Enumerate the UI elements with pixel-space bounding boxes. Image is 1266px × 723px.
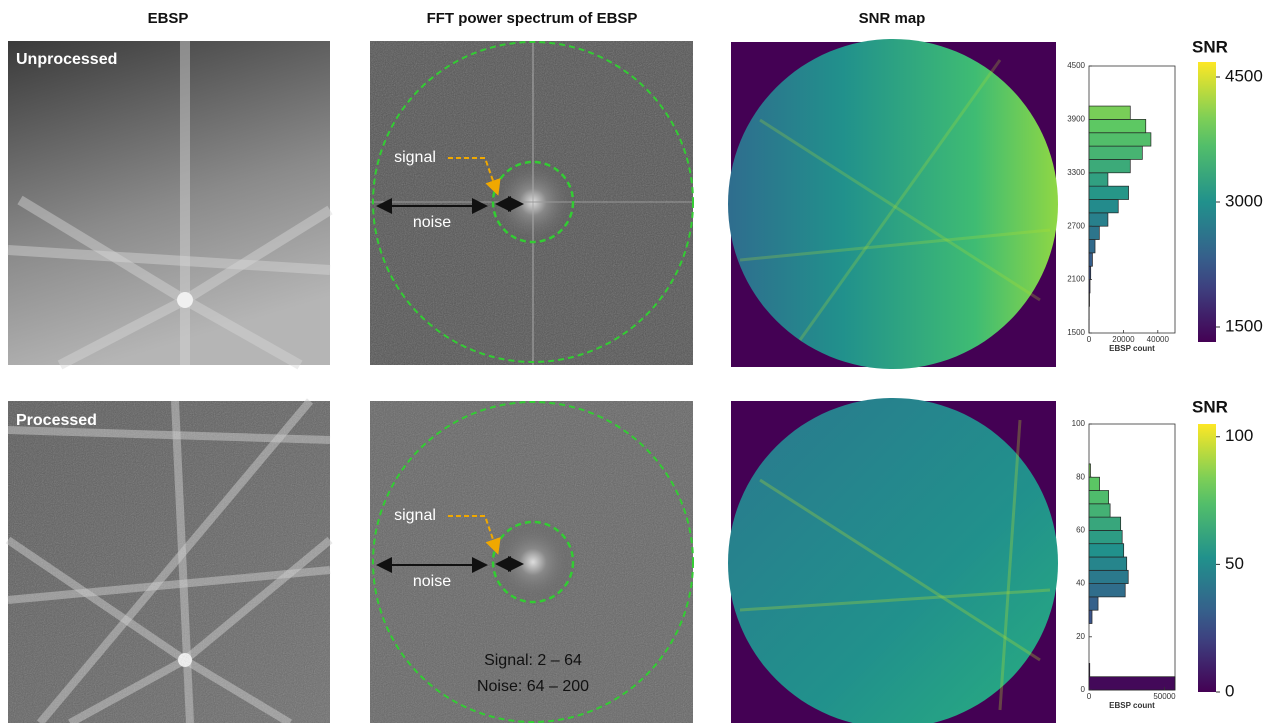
bar (1089, 663, 1090, 676)
bar (1089, 464, 1091, 477)
bar (1089, 200, 1118, 213)
bar (1089, 213, 1108, 226)
bar (1089, 266, 1091, 279)
y-tick-label: 3300 (1067, 168, 1085, 177)
bar (1089, 240, 1095, 253)
colorbar-tick-label: 0 (1225, 681, 1234, 700)
bar (1089, 293, 1090, 306)
bar (1089, 530, 1122, 543)
noise-label: noise (413, 214, 451, 231)
bar (1089, 280, 1090, 293)
colorbar-tick-label: 50 (1225, 554, 1244, 573)
y-tick-label: 40 (1076, 579, 1085, 588)
colorbar-tick-label: 100 (1225, 426, 1253, 445)
x-axis-label: EBSP count (1109, 344, 1155, 353)
row-label: Unprocessed (16, 51, 117, 68)
fft-note: Signal: 2 – 64 (484, 652, 582, 669)
bar (1089, 491, 1109, 504)
x-tick-label: 20000 (1112, 335, 1135, 344)
bar (1089, 610, 1092, 623)
y-tick-label: 3900 (1067, 115, 1085, 124)
bar (1089, 477, 1100, 490)
x-axis-label: EBSP count (1109, 701, 1155, 710)
bar (1089, 253, 1092, 266)
snr-map (728, 398, 1058, 723)
colorbar (1198, 424, 1216, 692)
signal-label: signal (394, 149, 436, 166)
noise-label: noise (413, 573, 451, 590)
fft-image: signal noise (370, 41, 693, 365)
bar (1089, 186, 1129, 199)
bar (1089, 677, 1175, 690)
column-title: FFT power spectrum of EBSP (427, 10, 638, 27)
fft-image: signal noise Signal: 2 – 64 Noise: 64 – … (370, 401, 693, 723)
column-title: EBSP (148, 10, 189, 27)
x-tick-label: 0 (1087, 692, 1092, 701)
y-tick-label: 80 (1076, 472, 1085, 481)
colorbar-title: SNR (1192, 397, 1228, 416)
bar (1089, 133, 1151, 146)
bar (1089, 159, 1130, 172)
bar (1089, 226, 1099, 239)
bar (1089, 119, 1146, 132)
y-tick-label: 0 (1081, 685, 1086, 694)
y-tick-label: 2700 (1067, 221, 1085, 230)
fft-note: Noise: 64 – 200 (477, 678, 589, 695)
y-tick-label: 20 (1076, 632, 1085, 641)
ebsp-image: Unprocessed (8, 41, 330, 365)
colorbar-tick-label: 4500 (1225, 66, 1263, 85)
y-tick-label: 4500 (1067, 61, 1085, 70)
y-tick-label: 60 (1076, 526, 1085, 535)
column-title: SNR map (859, 10, 926, 27)
y-tick-label: 100 (1072, 419, 1086, 428)
colorbar-title: SNR (1192, 37, 1228, 56)
x-tick-label: 40000 (1147, 335, 1170, 344)
bar (1089, 146, 1142, 159)
bar (1089, 517, 1121, 530)
y-tick-label: 1500 (1067, 328, 1085, 337)
ebsp-image: Processed (8, 401, 330, 723)
snr-map (728, 39, 1058, 369)
x-tick-label: 0 (1087, 335, 1092, 344)
row-label: Processed (16, 412, 97, 429)
colorbar-tick-label: 3000 (1225, 191, 1263, 210)
bar (1089, 597, 1098, 610)
bar (1089, 584, 1125, 597)
bar (1089, 544, 1124, 557)
bar (1089, 173, 1108, 186)
y-tick-label: 2100 (1067, 275, 1085, 284)
bar (1089, 570, 1128, 583)
colorbar (1198, 62, 1216, 342)
bar (1089, 106, 1130, 119)
colorbar-tick-label: 1500 (1225, 316, 1263, 335)
x-tick-label: 50000 (1153, 692, 1176, 701)
bar (1089, 557, 1127, 570)
bar (1089, 504, 1110, 517)
signal-label: signal (394, 507, 436, 524)
figure: EBSP FFT power spectrum of EBSP SNR map … (0, 0, 1266, 723)
